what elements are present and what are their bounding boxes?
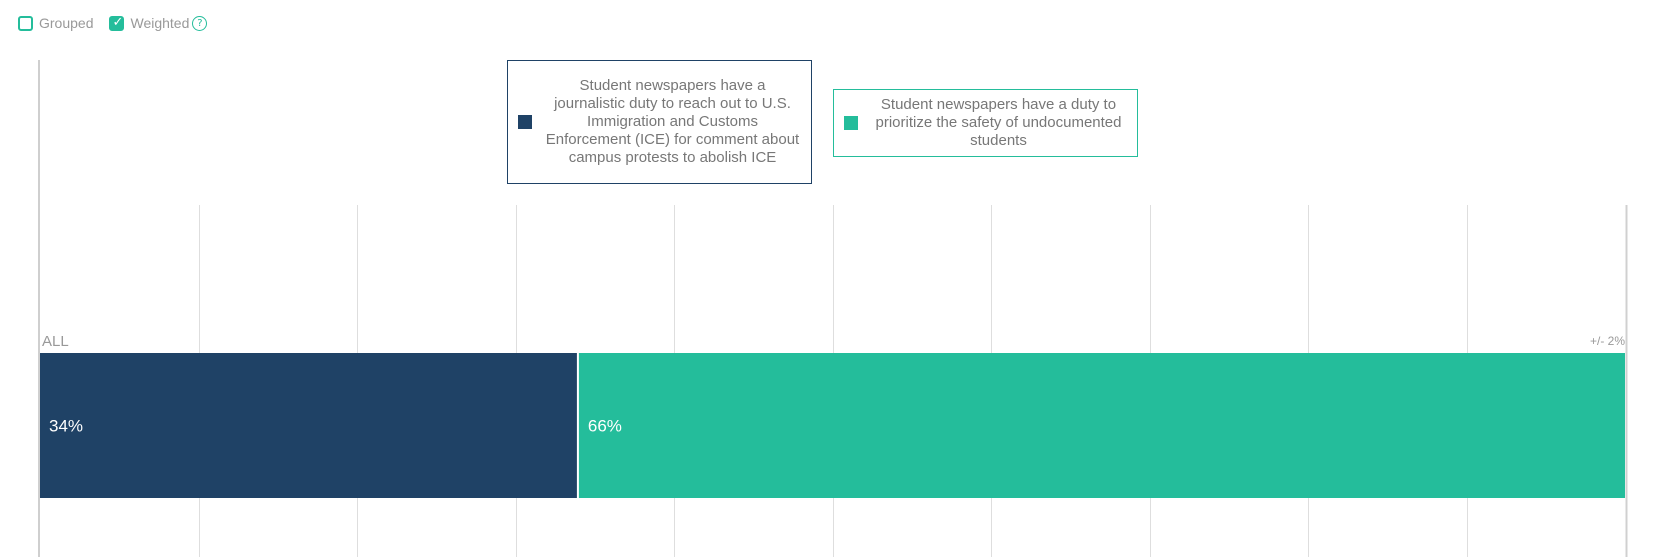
category-label: ALL: [42, 333, 69, 350]
legend-swatch-safety-duty: [844, 116, 858, 130]
legend-swatch-ice-duty: [518, 115, 532, 129]
bar-value-label-1: 34%: [49, 417, 83, 436]
bar-segment-2: [578, 353, 1625, 498]
grouped-checkbox[interactable]: [18, 15, 33, 31]
margin-of-error-label: +/- 2%: [1590, 334, 1625, 348]
bar-segment-1: [40, 353, 577, 498]
checkmark-icon: ✓: [112, 14, 124, 30]
weighted-label: Weighted: [130, 15, 190, 31]
help-icon[interactable]: ?: [192, 15, 208, 31]
grouped-toggle[interactable]: Grouped: [18, 15, 93, 31]
legend-label-safety-duty: Student newspapers have a duty to priori…: [875, 96, 1122, 149]
legend-item-ice-duty[interactable]: Student newspapers have a journalistic d…: [507, 60, 812, 184]
bar-value-label-2: 66%: [588, 417, 622, 436]
legend-item-safety-duty[interactable]: Student newspapers have a duty to priori…: [833, 89, 1138, 157]
legend-label-ice-duty: Student newspapers have a journalistic d…: [545, 77, 800, 166]
grouped-label: Grouped: [39, 15, 94, 31]
weighted-checkbox[interactable]: ✓: [109, 14, 125, 31]
weighted-toggle[interactable]: ✓ Weighted ?: [109, 14, 208, 31]
chart-controls: Grouped ✓ Weighted ?: [18, 15, 223, 31]
